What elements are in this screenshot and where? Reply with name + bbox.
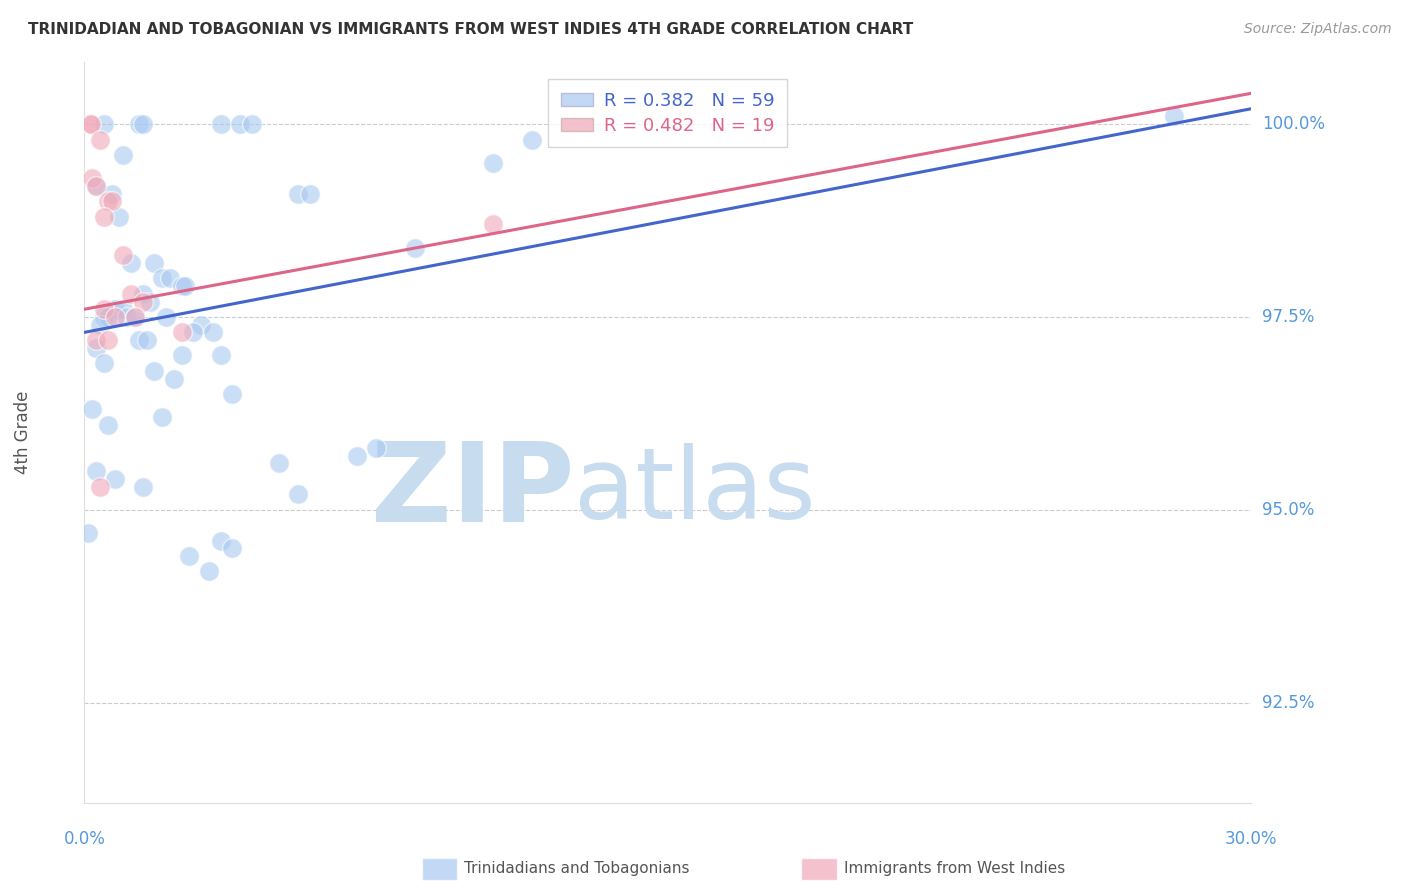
Point — [481, 218, 505, 232]
Point — [77, 525, 100, 540]
Point — [108, 210, 131, 224]
Point — [481, 155, 505, 169]
Point — [93, 356, 115, 370]
Point — [115, 310, 138, 324]
Text: Source: ZipAtlas.com: Source: ZipAtlas.com — [1244, 22, 1392, 37]
Point — [97, 194, 120, 209]
Text: ZIP: ZIP — [371, 438, 575, 545]
Point — [132, 480, 155, 494]
Point — [124, 310, 146, 324]
Point — [124, 310, 146, 324]
Point — [132, 294, 155, 309]
Point — [209, 349, 232, 363]
Point — [1163, 110, 1185, 124]
Point — [84, 464, 107, 478]
Legend: R = 0.382   N = 59, R = 0.482   N = 19: R = 0.382 N = 59, R = 0.482 N = 19 — [548, 78, 787, 147]
Point — [520, 132, 543, 146]
Point — [120, 256, 142, 270]
Text: 92.5%: 92.5% — [1263, 694, 1315, 712]
Point — [143, 364, 166, 378]
Point — [201, 326, 224, 340]
Point — [170, 349, 193, 363]
Point — [80, 117, 103, 131]
Point — [287, 186, 309, 201]
Point — [155, 310, 177, 324]
Point — [163, 371, 186, 385]
Text: Immigrants from West Indies: Immigrants from West Indies — [844, 862, 1064, 876]
Text: atlas: atlas — [575, 443, 815, 541]
Point — [82, 171, 104, 186]
Point — [135, 333, 157, 347]
Point — [132, 286, 155, 301]
Point — [404, 240, 426, 254]
Point — [100, 186, 122, 201]
Point — [150, 410, 173, 425]
Text: Trinidadians and Tobagonians: Trinidadians and Tobagonians — [464, 862, 689, 876]
Point — [93, 310, 115, 324]
Point — [139, 294, 162, 309]
Point — [84, 333, 107, 347]
Point — [84, 178, 107, 193]
Point — [112, 248, 135, 262]
Point — [179, 549, 201, 563]
Point — [181, 326, 204, 340]
Point — [267, 457, 290, 471]
Point — [229, 117, 252, 131]
Point — [170, 279, 193, 293]
Point — [104, 472, 127, 486]
Point — [132, 117, 155, 131]
Text: 100.0%: 100.0% — [1263, 115, 1326, 133]
Point — [159, 271, 181, 285]
Text: 0.0%: 0.0% — [63, 830, 105, 847]
Point — [93, 302, 115, 317]
Point — [366, 441, 388, 455]
Point — [93, 117, 115, 131]
Point — [170, 326, 193, 340]
Text: 30.0%: 30.0% — [1225, 830, 1278, 847]
Text: 4th Grade: 4th Grade — [14, 391, 32, 475]
Point — [104, 310, 127, 324]
Point — [97, 417, 120, 432]
Point — [174, 279, 197, 293]
Point — [79, 117, 101, 131]
Point — [84, 178, 107, 193]
Text: 95.0%: 95.0% — [1263, 500, 1315, 519]
Point — [150, 271, 173, 285]
Text: TRINIDADIAN AND TOBAGONIAN VS IMMIGRANTS FROM WEST INDIES 4TH GRADE CORRELATION : TRINIDADIAN AND TOBAGONIAN VS IMMIGRANTS… — [28, 22, 914, 37]
Point — [143, 256, 166, 270]
Point — [128, 117, 150, 131]
Text: 97.5%: 97.5% — [1263, 308, 1315, 326]
Point — [112, 148, 135, 162]
Point — [97, 333, 120, 347]
Point — [221, 541, 243, 556]
Point — [346, 449, 368, 463]
Point — [287, 487, 309, 501]
Point — [190, 318, 212, 332]
Point — [89, 132, 111, 146]
Point — [84, 341, 107, 355]
Point — [82, 402, 104, 417]
Point — [93, 210, 115, 224]
Point — [104, 302, 127, 317]
Point — [128, 333, 150, 347]
Point — [89, 480, 111, 494]
Point — [198, 565, 221, 579]
Point — [240, 117, 263, 131]
Point — [209, 533, 232, 548]
Point — [120, 286, 142, 301]
Point — [97, 310, 120, 324]
Point — [221, 387, 243, 401]
Point — [298, 186, 321, 201]
Point — [100, 194, 122, 209]
Point — [112, 302, 135, 317]
Point — [209, 117, 232, 131]
Point — [89, 318, 111, 332]
